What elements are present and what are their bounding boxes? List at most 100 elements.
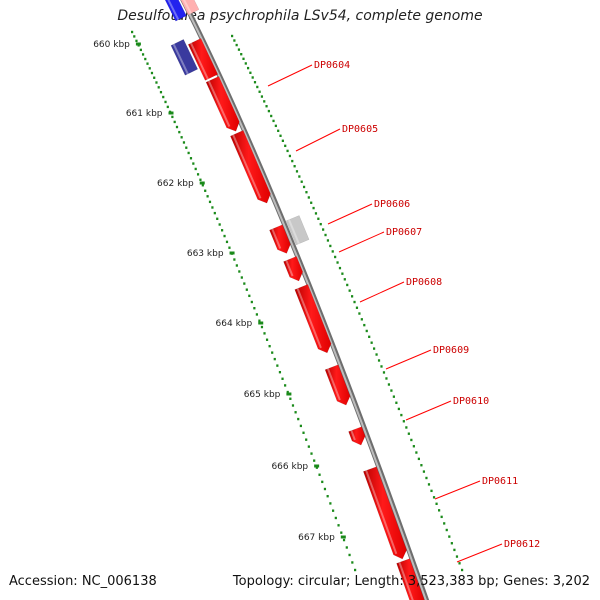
gene-arrow-dp0610b[interactable] — [348, 426, 366, 446]
gene-label-leader — [456, 543, 503, 563]
guide-dot — [260, 95, 264, 98]
ruler-dot — [187, 151, 190, 155]
guide-dot — [353, 300, 356, 304]
ruler-dot — [307, 445, 310, 448]
guide-dot — [305, 190, 308, 194]
gene-arrow-dp0604[interactable] — [187, 38, 219, 81]
guide-dot — [438, 509, 441, 512]
guide-dot — [400, 413, 403, 417]
guide-dot — [249, 71, 252, 74]
gene-label[interactable]: DP0606 — [374, 199, 410, 210]
guide-dot — [458, 562, 461, 565]
guide-dot — [382, 371, 386, 374]
gene-label[interactable]: DP0607 — [386, 227, 422, 238]
gene-arrow-dp0608[interactable] — [283, 256, 303, 282]
gene-arrow-dp0605b-shine — [232, 134, 262, 199]
guide-dot — [350, 295, 354, 298]
gene-arrow-dp0612-shine — [398, 562, 414, 600]
guide-dot — [317, 217, 320, 220]
gene-arrow-dp0605-shine — [207, 80, 231, 127]
ruler-tick — [135, 42, 141, 46]
guide-dot — [286, 149, 289, 153]
ruler-dot — [294, 411, 297, 414]
gene-arrow-dp0611[interactable] — [363, 466, 407, 560]
guide-dot — [435, 502, 438, 506]
guide-dot — [380, 365, 383, 368]
guide-dot — [251, 76, 254, 79]
ruler-dot — [173, 120, 176, 124]
ruler-dot — [240, 276, 243, 279]
ruler-dot — [329, 502, 332, 505]
guide-dot — [425, 476, 428, 480]
gene-label[interactable]: DP0605 — [342, 124, 378, 135]
guide-dot — [258, 90, 261, 93]
guide-dot — [348, 289, 351, 292]
gene-arrow-dp0610[interactable] — [324, 364, 351, 406]
guide-dot — [270, 114, 273, 118]
gene-arrow-dp0606[interactable] — [269, 224, 291, 254]
guide-dot — [272, 119, 275, 123]
gene-arrow-dp0607[interactable] — [285, 215, 310, 246]
gene-arrow-pale[interactable] — [177, 0, 200, 16]
ruler-dot — [268, 344, 271, 348]
guide-dot — [267, 109, 270, 113]
ruler-dot — [206, 195, 209, 198]
ruler-dot — [233, 258, 236, 261]
guide-dot — [298, 175, 301, 178]
guide-dot — [370, 341, 373, 344]
ruler-tick-label: 667 kbp — [298, 533, 335, 543]
guide-dot — [279, 134, 282, 137]
gene-arrow-dp0609[interactable] — [294, 284, 332, 354]
genome-summary-text: Topology: circular; Length: 3,523,383 bp… — [232, 574, 590, 589]
gene-arrow-dp0611-shine — [365, 470, 398, 555]
guide-dot — [368, 335, 371, 339]
ruler-tick-label: 662 kbp — [157, 179, 194, 189]
gene-label[interactable]: DP0608 — [406, 277, 442, 288]
ruler-dot — [351, 561, 354, 564]
guide-dot — [377, 359, 381, 362]
ruler-tick-label: 666 kbp — [271, 462, 308, 472]
ruler-dot — [182, 141, 186, 144]
ruler-dot — [255, 313, 258, 316]
gene-arrow-dp0605[interactable] — [205, 76, 240, 132]
gene-label[interactable]: DP0604 — [314, 60, 350, 71]
ruler-dot — [354, 568, 357, 572]
gene-arrow-dp0605b[interactable] — [230, 130, 271, 204]
ruler-dot — [297, 417, 300, 421]
ruler-dot — [164, 100, 167, 104]
backbone-highlight — [181, 0, 427, 600]
ruler-dot — [302, 431, 305, 434]
ruler-dot — [260, 325, 264, 329]
ruler-dot — [326, 494, 329, 498]
gene-label[interactable]: DP0610 — [453, 396, 489, 407]
gene-arrow-blue[interactable] — [164, 0, 187, 22]
ruler-dot — [313, 459, 316, 462]
guide-dot — [387, 383, 391, 386]
ruler-dot — [189, 157, 193, 160]
gene-label[interactable]: DP0611 — [482, 476, 518, 487]
gene-label[interactable]: DP0612 — [504, 539, 540, 550]
guide-dot — [291, 159, 294, 163]
guide-dot — [233, 39, 236, 42]
gene-arrow-dp0612[interactable] — [396, 558, 425, 600]
guide-dot — [417, 457, 420, 461]
ruler-tick — [168, 111, 174, 115]
gene-arrow-reverse[interactable] — [170, 39, 199, 76]
ruler-tick-label: 664 kbp — [216, 319, 253, 329]
gene-arrow-dp0610-shine — [326, 368, 341, 401]
guide-dot — [277, 129, 280, 133]
guide-dot — [336, 261, 339, 264]
gene-arrow-pale-shine — [183, 0, 192, 15]
ruler-dot — [159, 90, 163, 94]
guide-dot — [397, 407, 400, 411]
ruler-dot — [291, 404, 295, 407]
ruler-dot — [331, 509, 335, 512]
guide-dot — [256, 85, 259, 89]
ruler-dot — [315, 466, 318, 469]
guide-dot — [443, 522, 446, 525]
genome-title: Desulfotalea psychrophila LSv54, complet… — [117, 8, 483, 24]
gene-label[interactable]: DP0609 — [433, 345, 469, 356]
ruler-dot — [342, 538, 346, 542]
guide-dot — [407, 432, 410, 435]
ruler-tick — [258, 321, 264, 325]
